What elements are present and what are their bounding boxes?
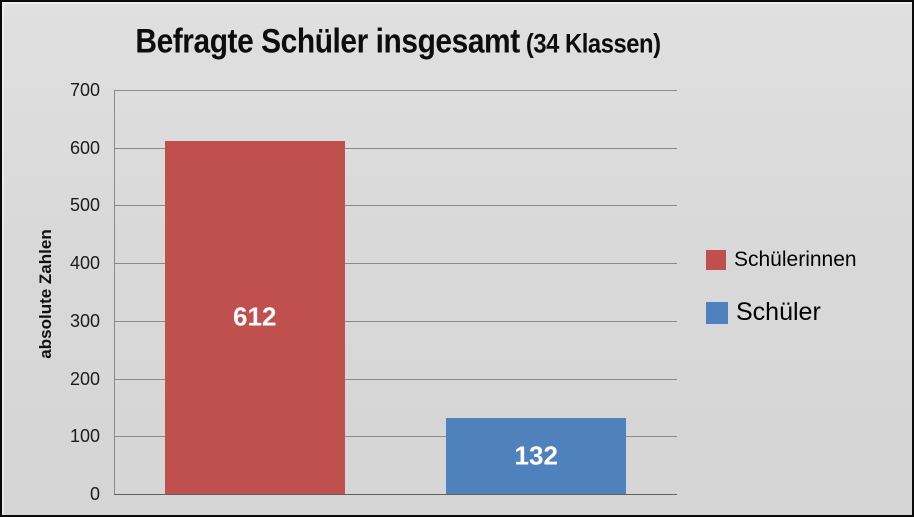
legend-swatch-icon	[706, 301, 728, 324]
gridline	[114, 436, 677, 438]
legend-swatch-icon	[706, 250, 726, 270]
y-tick-label: 0	[89, 484, 100, 504]
gridline	[114, 90, 677, 91]
gridline	[114, 320, 677, 322]
gridline	[114, 205, 677, 207]
gridline	[114, 263, 677, 265]
legend-label: Schüler	[736, 298, 821, 326]
gridline	[114, 147, 677, 149]
chart-title-subtitle: (34 Klassen)	[525, 28, 661, 59]
bar-value-label: 132	[514, 440, 558, 471]
bar-value-label: 612	[233, 301, 277, 332]
y-tick-label: 100	[69, 426, 100, 447]
y-tick-label: 700	[69, 80, 100, 100]
bar-schuelerinnen: 612	[164, 140, 345, 494]
y-tick-label: 600	[69, 137, 100, 158]
legend: Schülerinnen Schüler	[706, 248, 857, 327]
y-tick-label: 200	[69, 368, 100, 389]
legend-item-schueler: Schüler	[706, 298, 857, 327]
y-axis-line	[114, 90, 115, 494]
y-tick-label: 500	[69, 195, 100, 216]
chart-title-main: Befragte Schüler insgesamt	[135, 22, 520, 61]
gridline	[114, 378, 677, 380]
x-axis-line	[114, 494, 677, 495]
chart-title: Befragte Schüler insgesamt (34 Klassen)	[135, 22, 661, 62]
y-tick-label: 400	[69, 253, 100, 274]
legend-item-schuelerinnen: Schülerinnen	[706, 248, 857, 272]
y-axis-title: absolute Zahlen	[36, 229, 55, 359]
bar-schueler: 132	[446, 417, 627, 494]
y-tick-label: 300	[69, 310, 100, 331]
legend-label: Schülerinnen	[734, 248, 857, 271]
